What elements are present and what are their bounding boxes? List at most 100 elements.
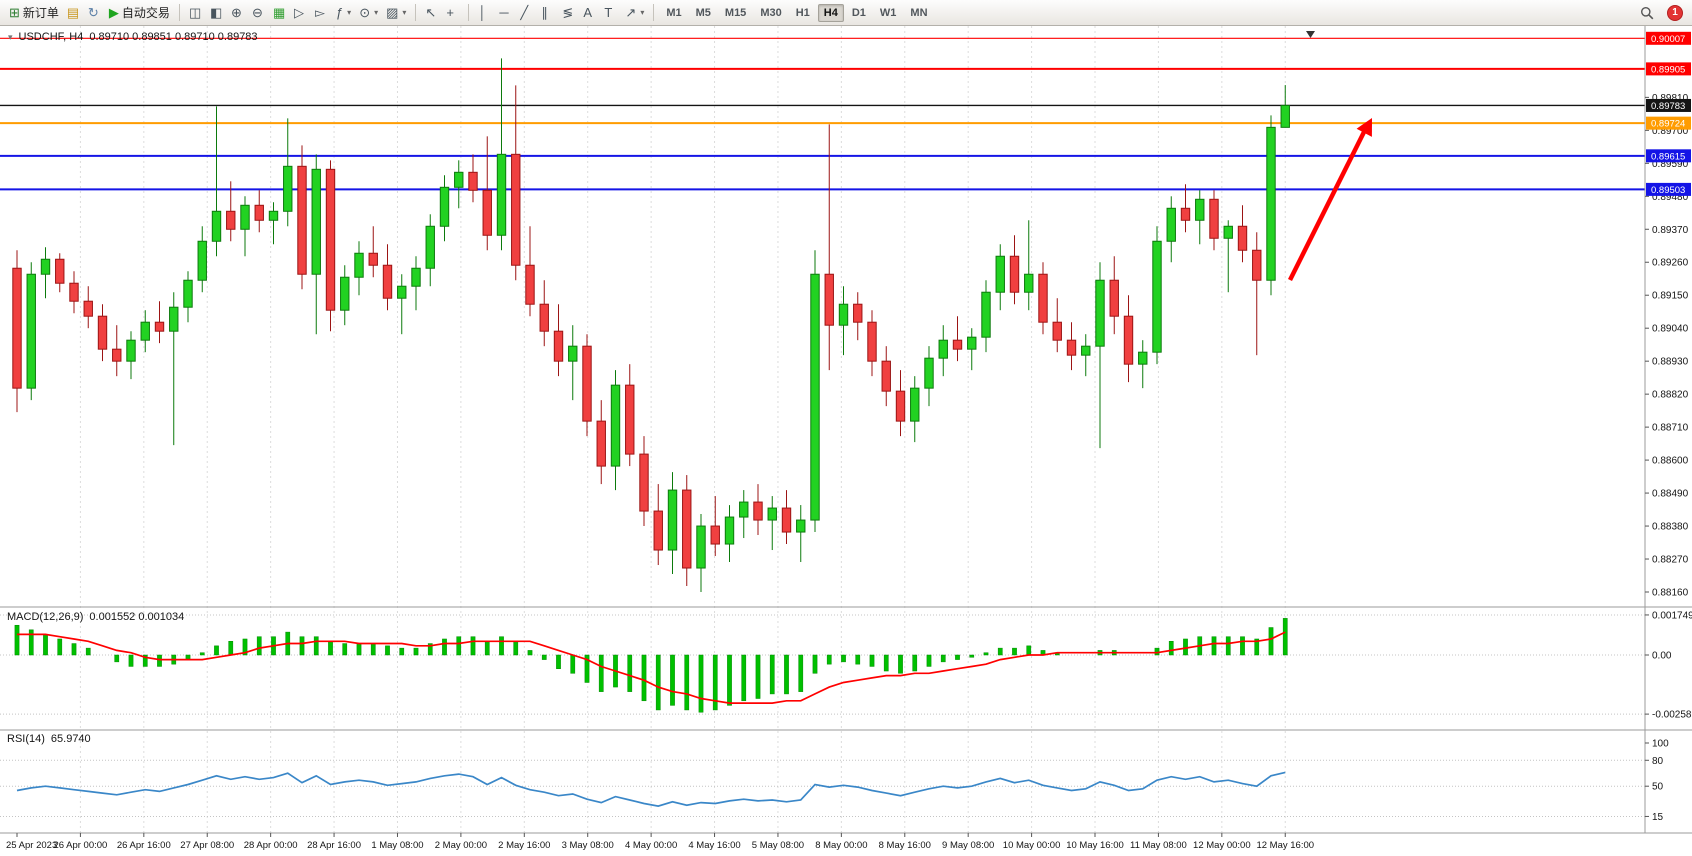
svg-text:26 Apr 00:00: 26 Apr 00:00	[53, 840, 107, 851]
svg-text:50: 50	[1652, 782, 1664, 793]
svg-text:0.89480: 0.89480	[1652, 192, 1689, 203]
candle	[724, 505, 735, 563]
toolbar-groups: ⊞ 新订单 ▤ ↻ ▶ 自动交易 ◫ ◧ ⊕ ⊖ ▦ ▷ ▻ ƒ ▾ ⊙ ▾ ▨ ▾ ↖ + │ ─ ╱ ∥ ≶ A T ↗ ▾ M1 M5 M…	[5, 3, 935, 23]
svg-text:0.89503: 0.89503	[1651, 185, 1685, 196]
timeframe-m1-button[interactable]: M1	[660, 4, 687, 22]
indicators-list-button[interactable]: ◫	[185, 3, 206, 23]
candle	[382, 244, 393, 311]
tile-windows-button[interactable]: ▦	[269, 3, 290, 23]
periods-button[interactable]: ⊙ ▾	[355, 3, 382, 23]
candle	[454, 160, 464, 209]
deposit-button[interactable]: ▤	[63, 3, 84, 23]
svg-text:0.89040: 0.89040	[1652, 324, 1689, 335]
candle	[910, 376, 920, 443]
svg-text:0.88710: 0.88710	[1652, 423, 1689, 434]
search-button[interactable]	[1636, 3, 1658, 23]
candle	[1280, 85, 1290, 128]
chart-ohlc-values: 0.89710 0.89851 0.89710 0.89783	[89, 31, 258, 43]
timeframe-h4-button[interactable]: H4	[817, 3, 844, 22]
macd-label: MACD(12,26,9) 0.001552 0.001034	[7, 611, 184, 623]
candle	[824, 124, 834, 371]
trendline-button[interactable]: ╱	[516, 3, 537, 23]
fibonacci-button[interactable]: ≶	[558, 3, 579, 23]
candle	[753, 484, 763, 536]
timeframe-w1-button[interactable]: W1	[874, 4, 903, 22]
trend-arrow-annotation[interactable]	[1287, 118, 1372, 282]
dropdown-arrow-icon: ▾	[402, 8, 407, 17]
zoom-out-button[interactable]: ⊖	[248, 3, 269, 23]
rsi-indicator-name: RSI(14)	[7, 733, 45, 745]
svg-text:0.88930: 0.88930	[1652, 357, 1689, 368]
candle	[169, 292, 179, 446]
candle	[853, 292, 863, 341]
timeframe-m30-button[interactable]: M30	[754, 4, 787, 22]
candlesticks	[12, 58, 1290, 592]
chart-shift-marker-icon[interactable]	[1306, 31, 1315, 38]
candle	[895, 370, 906, 437]
candle	[511, 85, 521, 281]
crosshair-button[interactable]: +	[442, 3, 463, 23]
chart-title: ▾ USDCHF, H4 0.89710 0.89851 0.89710 0.8…	[8, 31, 258, 43]
toolbar-separator	[415, 4, 417, 21]
svg-text:28 Apr 16:00: 28 Apr 16:00	[307, 840, 361, 851]
dropdown-arrow-icon: ▾	[374, 8, 379, 17]
candle	[710, 496, 720, 557]
toolbar-separator	[468, 4, 470, 21]
refresh-button[interactable]: ↻	[84, 3, 105, 23]
svg-text:0.89700: 0.89700	[1652, 126, 1689, 137]
svg-text:15: 15	[1652, 812, 1664, 823]
price-axis[interactable]: 0.89810 0.89700 0.89590 0.89480 0.89370 0.892…	[1645, 31, 1692, 823]
zoom-in-button[interactable]: ⊕	[227, 3, 248, 23]
timeframe-m15-button[interactable]: M15	[719, 4, 752, 22]
chart-shift-button[interactable]: ▻	[311, 3, 332, 23]
svg-text:8 May 00:00: 8 May 00:00	[815, 840, 867, 851]
toolbar-right: 1	[1636, 3, 1687, 23]
svg-text:0.89615: 0.89615	[1651, 151, 1685, 162]
auto-trading-button[interactable]: ▶ 自动交易	[105, 3, 174, 23]
horizontal-line-button[interactable]: ─	[495, 3, 516, 23]
templates-button[interactable]: ▨ ▾	[382, 3, 410, 23]
timeframe-mn-button[interactable]: MN	[904, 4, 933, 22]
panel-borders	[0, 26, 1692, 834]
candle	[340, 265, 350, 326]
notification-badge[interactable]: 1	[1667, 4, 1683, 21]
add-indicator-icon: ƒ	[335, 5, 344, 20]
toolbar-separator	[653, 4, 655, 21]
svg-text:28 Apr 00:00: 28 Apr 00:00	[244, 840, 298, 851]
macd-panel	[0, 614, 1645, 715]
auto-trading-icon: ▶	[108, 5, 119, 20]
arrows-button[interactable]: ↗ ▾	[621, 3, 648, 23]
text-button[interactable]: A	[579, 3, 600, 23]
svg-text:0.88820: 0.88820	[1652, 390, 1689, 401]
svg-text:0.88380: 0.88380	[1652, 522, 1689, 533]
timeframe-h1-button[interactable]: H1	[790, 4, 816, 22]
candle	[1266, 115, 1276, 296]
candle	[1209, 190, 1219, 251]
svg-text:1 May 08:00: 1 May 08:00	[371, 840, 423, 851]
equidistant-channel-button[interactable]: ∥	[537, 3, 558, 23]
candle	[539, 280, 549, 347]
cursor-button[interactable]: ↖	[421, 3, 442, 23]
vertical-line-button[interactable]: │	[474, 3, 495, 23]
candle	[810, 250, 820, 533]
auto-scroll-button[interactable]: ▷	[290, 3, 311, 23]
svg-text:0.00: 0.00	[1652, 651, 1672, 662]
timeframe-m5-button[interactable]: M5	[690, 4, 717, 22]
trendline-icon: ╱	[520, 5, 529, 20]
candle	[226, 181, 236, 242]
new-order-button[interactable]: ⊞ 新订单	[5, 3, 63, 23]
svg-text:0.89150: 0.89150	[1652, 291, 1689, 302]
new-order-icon: ⊞	[9, 5, 20, 20]
macd-indicator-name: MACD(12,26,9)	[7, 611, 84, 623]
rsi-line	[16, 771, 1286, 807]
arrows-icon: ↗	[625, 5, 637, 20]
text-label-button[interactable]: T	[600, 3, 621, 23]
timeframe-d1-button[interactable]: D1	[846, 4, 872, 22]
objects-list-button[interactable]: ◧	[206, 3, 227, 23]
add-indicator-button[interactable]: ƒ ▾	[332, 3, 355, 23]
candle	[553, 304, 564, 377]
indicators-list-icon: ◫	[188, 5, 202, 20]
candle	[197, 226, 207, 293]
